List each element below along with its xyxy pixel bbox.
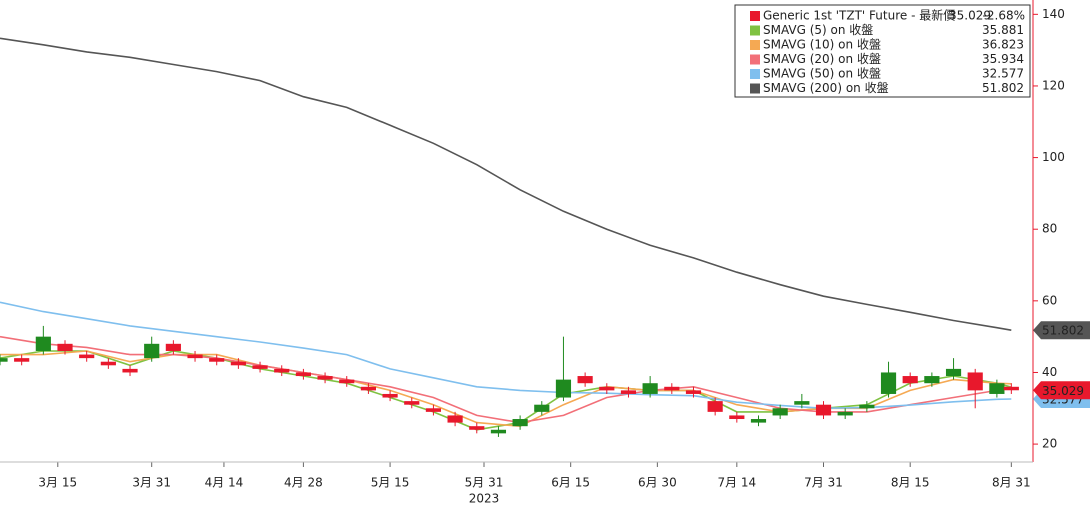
legend-swatch [750,69,760,79]
candle-body [122,368,138,373]
legend-value: 35.029 [949,9,991,23]
x-tick-label: 7月 14 [717,476,756,490]
sma-line [0,37,1012,331]
legend-swatch [750,40,760,50]
x-tick-label: 4月 14 [205,476,244,490]
legend-swatch [750,54,760,65]
legend: Generic 1st 'TZT' Future - 最新價35.029-2.6… [734,4,1031,98]
candle-body [165,343,181,351]
candle-body [945,368,962,377]
value-flag-label: 51.802 [1042,324,1084,338]
candle-body [187,354,203,359]
candle-body [664,386,680,391]
candle-body [512,419,528,427]
x-tick-label: 3月 31 [132,476,171,490]
y-tick-label: 20 [1042,437,1057,451]
y-tick-label: 120 [1042,78,1065,92]
x-tick-label: 7月 31 [804,476,843,490]
legend-value: 36.823 [982,38,1024,52]
candle-body [967,372,983,391]
candle-body [750,419,767,423]
candle-body [642,383,658,394]
candle-body [685,390,702,394]
x-tick-label: 5月 31 [465,476,504,490]
candle-body [79,354,95,359]
x-tick-label: 3月 15 [38,476,77,490]
candle-body [382,393,398,398]
candle-body [14,358,30,362]
legend-value: 35.934 [982,52,1024,66]
plot [0,37,1019,437]
candle-body [794,401,810,405]
legend-box [734,4,1031,98]
candle-body [339,379,355,384]
x-tick-label: 6月 30 [638,476,677,490]
y-tick-label: 40 [1042,365,1057,379]
legend-swatch [750,25,760,36]
candle-body [295,372,311,377]
candle-body [230,361,246,366]
candle-body [144,343,160,359]
candle-body [425,408,442,412]
x-tick-label: 8月 15 [891,476,930,490]
candle-body [490,429,507,434]
candle-body [447,415,463,423]
candle-body [880,372,897,394]
candle-body [57,343,73,351]
candle-body [404,401,420,405]
candle-body [620,390,637,394]
candle-body [209,358,225,362]
legend-value: 51.802 [982,81,1024,95]
legend-change: -2.68% [983,9,1025,23]
candle-body [252,365,268,369]
value-flag [1033,381,1090,400]
y-tick-label: 80 [1042,222,1057,236]
candle-body [729,415,745,420]
legend-swatch [750,83,760,94]
candle-body [360,386,376,391]
candle-body [35,336,51,351]
candle-body [469,426,485,430]
candle-body [837,411,853,416]
legend-value: 35.881 [982,23,1024,37]
candle-body [317,376,333,380]
candle-body [1003,386,1019,391]
candle-body [274,368,290,373]
x-year-label: 2023 [469,492,500,506]
candle-body [902,376,918,384]
legend-label: SMAVG (200) on 收盤 [763,81,889,95]
candle-body [599,386,615,391]
candle-body [555,379,572,398]
legend-label: SMAVG (10) on 收盤 [763,38,881,52]
legend-label: SMAVG (5) on 收盤 [763,23,873,37]
legend-label: Generic 1st 'TZT' Future - 最新價 [763,8,955,23]
value-flag [1033,321,1090,340]
x-tick-label: 6月 15 [551,476,590,490]
candle-body [100,361,116,366]
y-tick-label: 100 [1042,150,1065,164]
x-tick-label: 4月 28 [284,476,323,490]
x-tick-label: 5月 15 [371,476,410,490]
legend-value: 32.577 [982,67,1024,81]
y-tick-label: 140 [1042,7,1065,21]
candle-body [0,358,8,362]
candle-body [815,404,832,416]
value-flag-label: 35.029 [1042,384,1084,398]
candle-body [859,404,875,409]
candle-body [989,383,1005,394]
candle-body [534,404,550,412]
y-tick-label: 60 [1042,293,1057,307]
candle-body [707,401,723,412]
x-tick-label: 8月 31 [992,476,1031,490]
legend-label: SMAVG (20) on 收盤 [763,52,881,66]
candle-body [924,376,940,384]
candle-body [772,408,788,416]
legend-swatch [750,11,760,21]
candle-body [577,376,593,384]
legend-label: SMAVG (50) on 收盤 [763,67,881,81]
